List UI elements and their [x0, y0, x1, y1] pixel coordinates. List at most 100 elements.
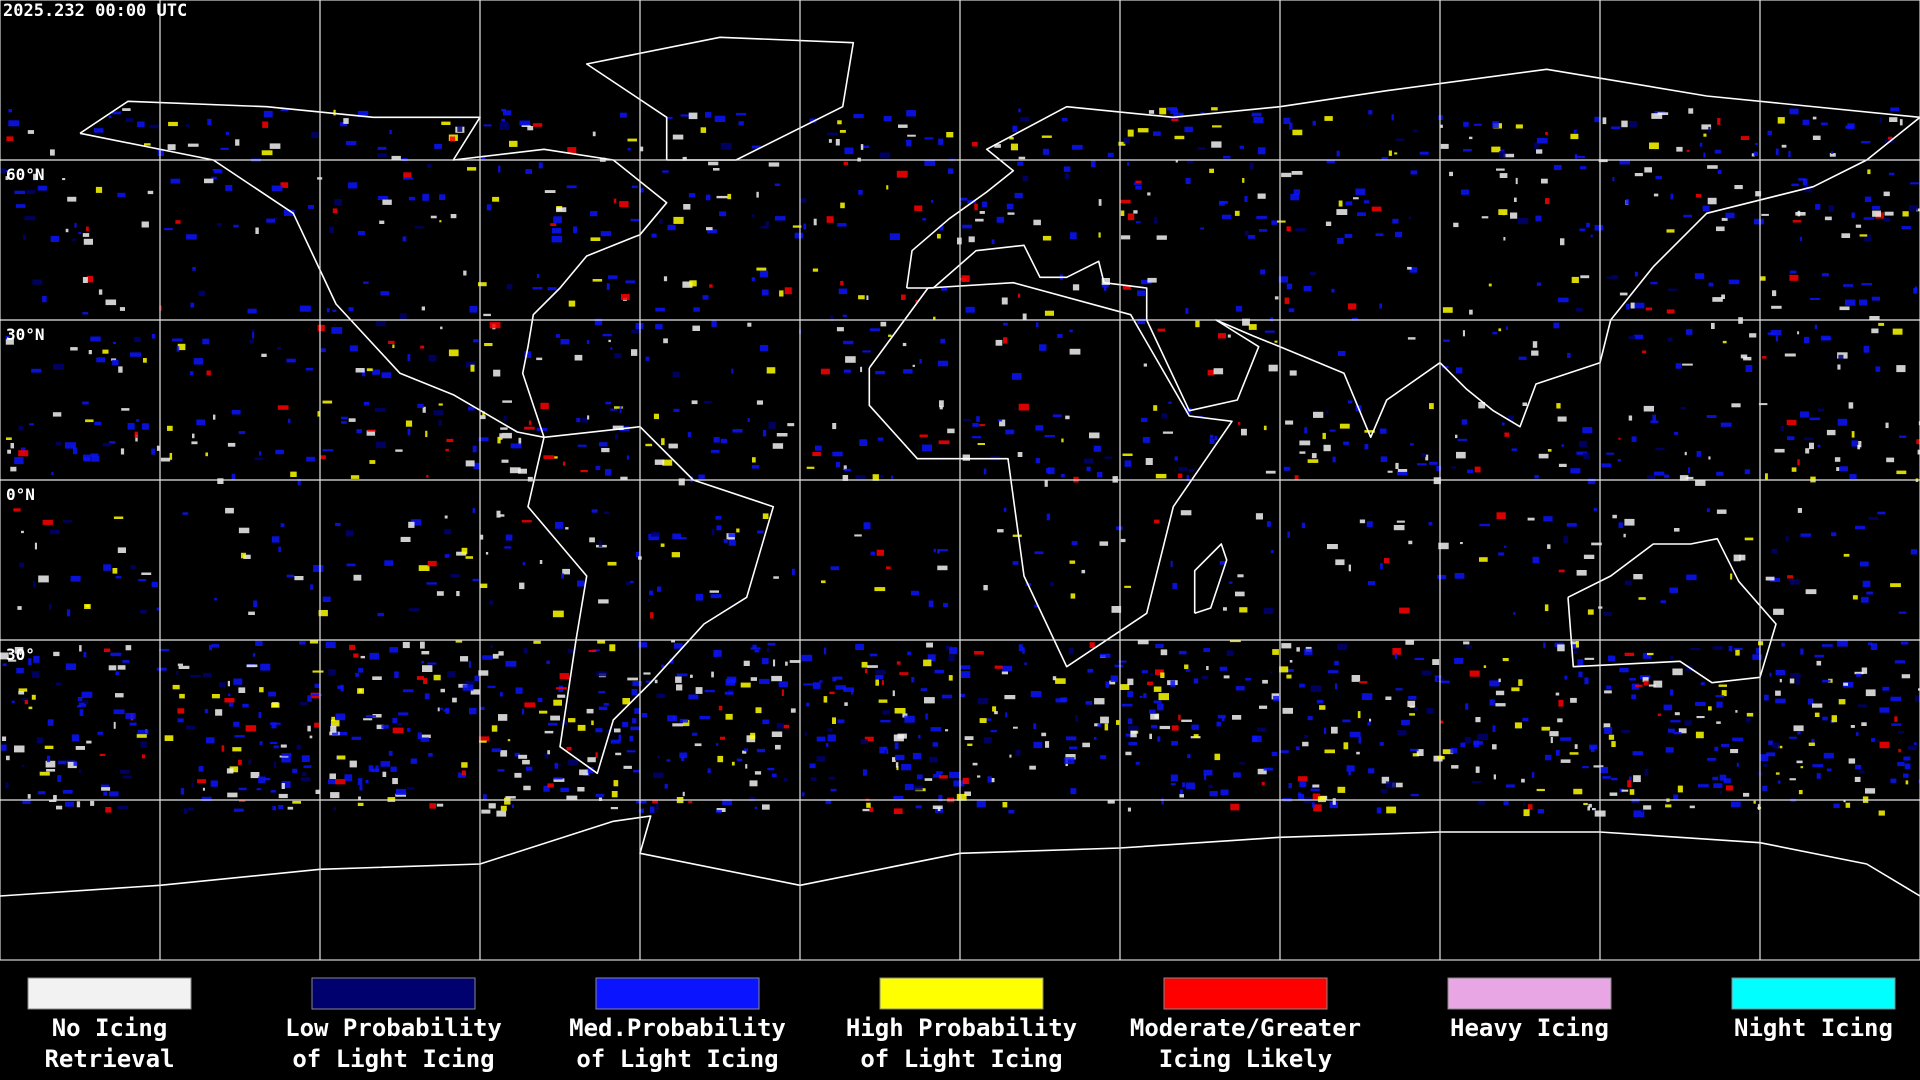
icing-patch	[1863, 234, 1872, 242]
icing-patch	[380, 761, 391, 767]
icing-patch	[142, 423, 149, 430]
icing-patch	[1209, 168, 1214, 173]
icing-patch	[8, 120, 20, 127]
icing-patch	[1515, 177, 1518, 185]
icing-patch	[62, 790, 73, 794]
icing-patch	[94, 421, 102, 426]
icing-patch	[625, 280, 636, 284]
icing-patch	[1394, 152, 1398, 155]
icing-patch	[606, 283, 610, 290]
icing-patch	[1744, 469, 1751, 475]
icing-patch	[233, 721, 240, 727]
icing-patch	[306, 456, 315, 462]
icing-patch	[251, 329, 255, 332]
icing-patch	[1628, 415, 1633, 421]
icing-patch	[1694, 273, 1705, 279]
icing-patch	[1070, 788, 1077, 795]
icing-patch	[1680, 406, 1686, 410]
icing-patch	[1775, 690, 1781, 696]
icing-patch	[1495, 703, 1506, 707]
icing-patch	[886, 749, 889, 754]
icing-patch	[45, 760, 56, 768]
icing-patch	[1719, 790, 1722, 795]
icing-patch	[156, 445, 161, 451]
icing-patch	[1575, 307, 1583, 312]
icing-patch	[7, 449, 11, 454]
icing-patch	[1555, 692, 1560, 696]
icing-patch	[1263, 607, 1274, 615]
icing-patch	[1888, 136, 1893, 142]
icing-patch	[356, 429, 362, 434]
icing-patch	[761, 289, 769, 296]
icing-patch	[1668, 728, 1675, 733]
icing-patch	[1789, 736, 1797, 739]
icing-patch	[630, 580, 634, 584]
icing-patch	[977, 443, 985, 445]
icing-patch	[1701, 124, 1712, 130]
icing-patch	[34, 542, 37, 550]
icing-patch	[238, 759, 242, 765]
icing-patch	[1364, 430, 1375, 433]
icing-patch	[939, 225, 944, 231]
icing-patch	[1536, 282, 1542, 286]
icing-patch	[1096, 472, 1103, 478]
icing-patch	[1544, 604, 1549, 612]
icing-patch	[1628, 335, 1636, 340]
icing-patch	[474, 675, 479, 681]
icing-patch	[889, 233, 900, 240]
icing-patch	[1461, 189, 1470, 195]
icing-patch	[320, 455, 326, 460]
icing-patch	[1821, 273, 1829, 277]
icing-patch	[736, 112, 747, 116]
icing-patch	[1442, 749, 1454, 755]
icing-patch	[31, 694, 36, 700]
icing-patch	[1453, 222, 1459, 228]
icing-patch	[1759, 276, 1766, 281]
icing-patch	[6, 755, 10, 761]
icing-patch	[290, 471, 297, 477]
icing-patch	[608, 275, 618, 279]
icing-patch	[1349, 731, 1361, 738]
icing-patch	[501, 118, 505, 122]
icing-patch	[47, 719, 54, 726]
icing-patch	[877, 437, 884, 441]
icing-patch	[1046, 513, 1051, 521]
icing-patch	[1775, 772, 1780, 775]
icing-patch	[1779, 678, 1782, 683]
icing-patch	[1884, 217, 1891, 222]
icing-patch	[766, 367, 776, 374]
icing-patch	[498, 165, 501, 173]
icing-patch	[1193, 678, 1199, 684]
icing-patch	[83, 238, 93, 245]
icing-patch	[1239, 762, 1245, 765]
icing-patch	[886, 566, 891, 569]
icing-patch	[1214, 435, 1218, 441]
icing-patch	[945, 729, 949, 732]
icing-patch	[1234, 210, 1240, 216]
icing-patch	[1034, 604, 1038, 608]
icing-patch	[1004, 695, 1016, 700]
icing-patch	[725, 713, 733, 720]
icing-patch	[883, 116, 892, 122]
icing-patch	[943, 603, 949, 608]
coastlines	[0, 36, 1920, 897]
icing-patch	[1777, 780, 1781, 784]
icing-patch	[1337, 786, 1346, 793]
icing-patch	[377, 153, 388, 157]
icing-patch	[914, 205, 923, 211]
icing-patch	[286, 358, 296, 363]
icing-patch	[623, 765, 632, 769]
icing-patch	[778, 681, 788, 688]
icing-patch	[96, 357, 105, 363]
icing-patch	[1116, 720, 1120, 725]
icing-patch	[1496, 512, 1506, 520]
icing-patch	[427, 662, 437, 665]
icing-patch	[1740, 354, 1748, 359]
icing-patch	[1826, 768, 1832, 772]
icing-patch	[1326, 159, 1335, 164]
icing-patch	[1133, 210, 1138, 214]
icing-patch	[519, 120, 531, 126]
icing-patch	[1850, 725, 1855, 728]
icing-patch	[120, 448, 125, 455]
icing-patch	[460, 656, 469, 662]
